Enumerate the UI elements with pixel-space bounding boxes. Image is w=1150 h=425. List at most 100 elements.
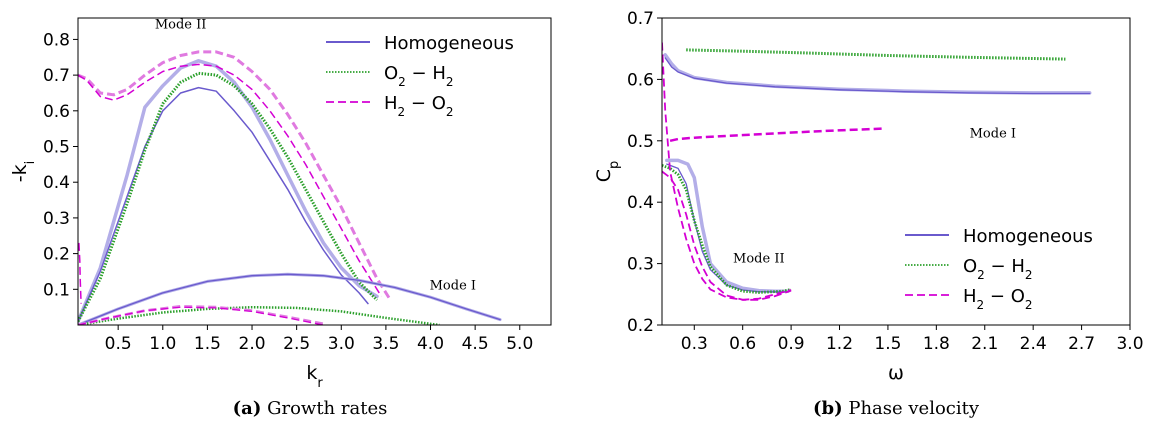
legend-label-sub: 2 bbox=[1025, 268, 1033, 282]
series-line-1 bbox=[663, 53, 1092, 95]
series-line-5 bbox=[78, 63, 383, 297]
series-line-4 bbox=[78, 50, 392, 301]
legend-label-part: O bbox=[384, 63, 398, 84]
x-tick-label: 3.5 bbox=[372, 334, 399, 354]
series-line-2 bbox=[78, 86, 369, 323]
legend-label-3: H2 − O2 bbox=[384, 93, 454, 119]
legend-label-part: − O bbox=[984, 286, 1025, 307]
legend-label-sub: 2 bbox=[398, 105, 406, 119]
y-axis-label-main: -k bbox=[9, 164, 31, 182]
x-axis-label: kr bbox=[306, 362, 323, 391]
legend-label-sub: 2 bbox=[446, 105, 454, 119]
legend-label-part: O bbox=[963, 256, 977, 277]
series-line-3 bbox=[686, 48, 1066, 61]
series-line-7 bbox=[662, 164, 792, 294]
y-tick-label: 0.1 bbox=[43, 280, 70, 300]
legend-label-1: Homogeneous bbox=[384, 33, 514, 54]
series-line-9 bbox=[662, 42, 792, 301]
caption-text: Growth rates bbox=[267, 398, 387, 419]
series-line-1 bbox=[78, 59, 379, 324]
legend-label-3: H2 − O2 bbox=[963, 286, 1033, 312]
x-tick-label: 1.5 bbox=[874, 334, 901, 354]
annotation-mode-ii: Mode II bbox=[733, 251, 785, 266]
series-line-6 bbox=[78, 242, 82, 304]
x-axis-label-main: ω bbox=[888, 362, 904, 384]
y-tick-label: 0.5 bbox=[627, 132, 654, 152]
series-group bbox=[662, 42, 1092, 301]
x-axis-label: ω bbox=[888, 362, 904, 384]
series-line-9 bbox=[78, 305, 440, 325]
legend-label-1: Homogeneous bbox=[963, 226, 1093, 247]
x-tick-label: 4.5 bbox=[462, 334, 489, 354]
series-line-2 bbox=[664, 57, 1091, 95]
x-tick-label: 4.0 bbox=[417, 334, 444, 354]
y-axis-label-sub: i bbox=[23, 161, 38, 165]
axes-frame bbox=[77, 17, 552, 326]
y-axis-label: Cp bbox=[593, 161, 622, 183]
series-line-6 bbox=[666, 163, 789, 293]
legend-label-2: O2 − H2 bbox=[384, 63, 454, 89]
annotation-mode-ii: Mode II bbox=[155, 18, 207, 33]
legend-label-part: Homogeneous bbox=[963, 226, 1093, 247]
chart-a: 0.5 1.0 1.5 2.0 2.5 3.0 3.5 4.0 4.5 5.0 0.1 0.2 0.3 0… bbox=[9, 17, 552, 419]
figure-caption: (a) Growth rates bbox=[233, 398, 388, 419]
x-tick-label: 2.1 bbox=[971, 334, 998, 354]
x-tick-label: 0.6 bbox=[729, 334, 756, 354]
series-line-3 bbox=[78, 71, 379, 323]
x-tick-label: 0.9 bbox=[778, 334, 805, 354]
annotation-mode-i: Mode I bbox=[970, 127, 1016, 142]
x-tick-label: 3.0 bbox=[1116, 334, 1143, 354]
x-tick-label: 2.5 bbox=[283, 334, 310, 354]
series-line-8 bbox=[662, 170, 792, 301]
legend-label-part: − H bbox=[985, 256, 1025, 277]
y-tick-label: 0.2 bbox=[627, 316, 654, 336]
caption-text: Phase velocity bbox=[848, 398, 980, 419]
figure-caption: (b) Phase velocity bbox=[813, 398, 980, 419]
y-tick-label: 0.4 bbox=[627, 193, 654, 213]
caption-label: (b) bbox=[813, 398, 843, 419]
caption-label: (a) bbox=[233, 398, 262, 419]
x-tick-label: 2.0 bbox=[239, 334, 266, 354]
x-tick-label: 1.2 bbox=[826, 334, 853, 354]
legend-label-sub: 2 bbox=[1025, 298, 1033, 312]
y-tick-label: 0.6 bbox=[627, 70, 654, 90]
y-axis-label-sub: p bbox=[607, 161, 622, 169]
x-tick-label: 5.0 bbox=[506, 334, 533, 354]
legend-label-2: O2 − H2 bbox=[963, 256, 1033, 282]
legend-label-part: − H bbox=[406, 63, 446, 84]
legend-label-sub: 2 bbox=[977, 268, 985, 282]
y-tick-label: 0.2 bbox=[43, 245, 70, 265]
axes-frame bbox=[661, 17, 1131, 326]
y-tick-label: 0.3 bbox=[43, 209, 70, 229]
y-tick-label: 0.7 bbox=[627, 9, 654, 29]
y-tick-label: 0.4 bbox=[43, 173, 70, 193]
y-axis-label-main: C bbox=[593, 169, 615, 182]
x-tick-label: 0.5 bbox=[105, 334, 132, 354]
series-line-8 bbox=[78, 273, 501, 325]
series-line-5 bbox=[665, 158, 790, 293]
legend-label-part: H bbox=[963, 286, 977, 307]
y-tick-label: 0.3 bbox=[627, 255, 654, 275]
y-tick-label: 0.5 bbox=[43, 138, 70, 158]
annotation-mode-i: Mode I bbox=[430, 278, 476, 293]
legend-label-part: H bbox=[384, 93, 398, 114]
y-tick-label: 0.6 bbox=[43, 102, 70, 122]
series-group bbox=[78, 50, 502, 325]
x-tick-label: 1.5 bbox=[194, 334, 221, 354]
x-axis-label-main: k bbox=[306, 362, 317, 384]
series-line-4 bbox=[669, 127, 885, 143]
y-axis-label: -ki bbox=[9, 161, 38, 182]
legend-label-sub: 2 bbox=[977, 298, 985, 312]
y-tick-label: 0.8 bbox=[43, 30, 70, 50]
x-tick-label: 1.8 bbox=[923, 334, 950, 354]
x-tick-label: 1.0 bbox=[149, 334, 176, 354]
legend-label-part: − O bbox=[405, 93, 446, 114]
legend-label-sub: 2 bbox=[446, 75, 454, 89]
x-tick-label: 3.0 bbox=[328, 334, 355, 354]
y-tick-label: 0.7 bbox=[43, 66, 70, 86]
x-axis-label-sub: r bbox=[317, 376, 323, 391]
legend-label-part: Homogeneous bbox=[384, 33, 514, 54]
